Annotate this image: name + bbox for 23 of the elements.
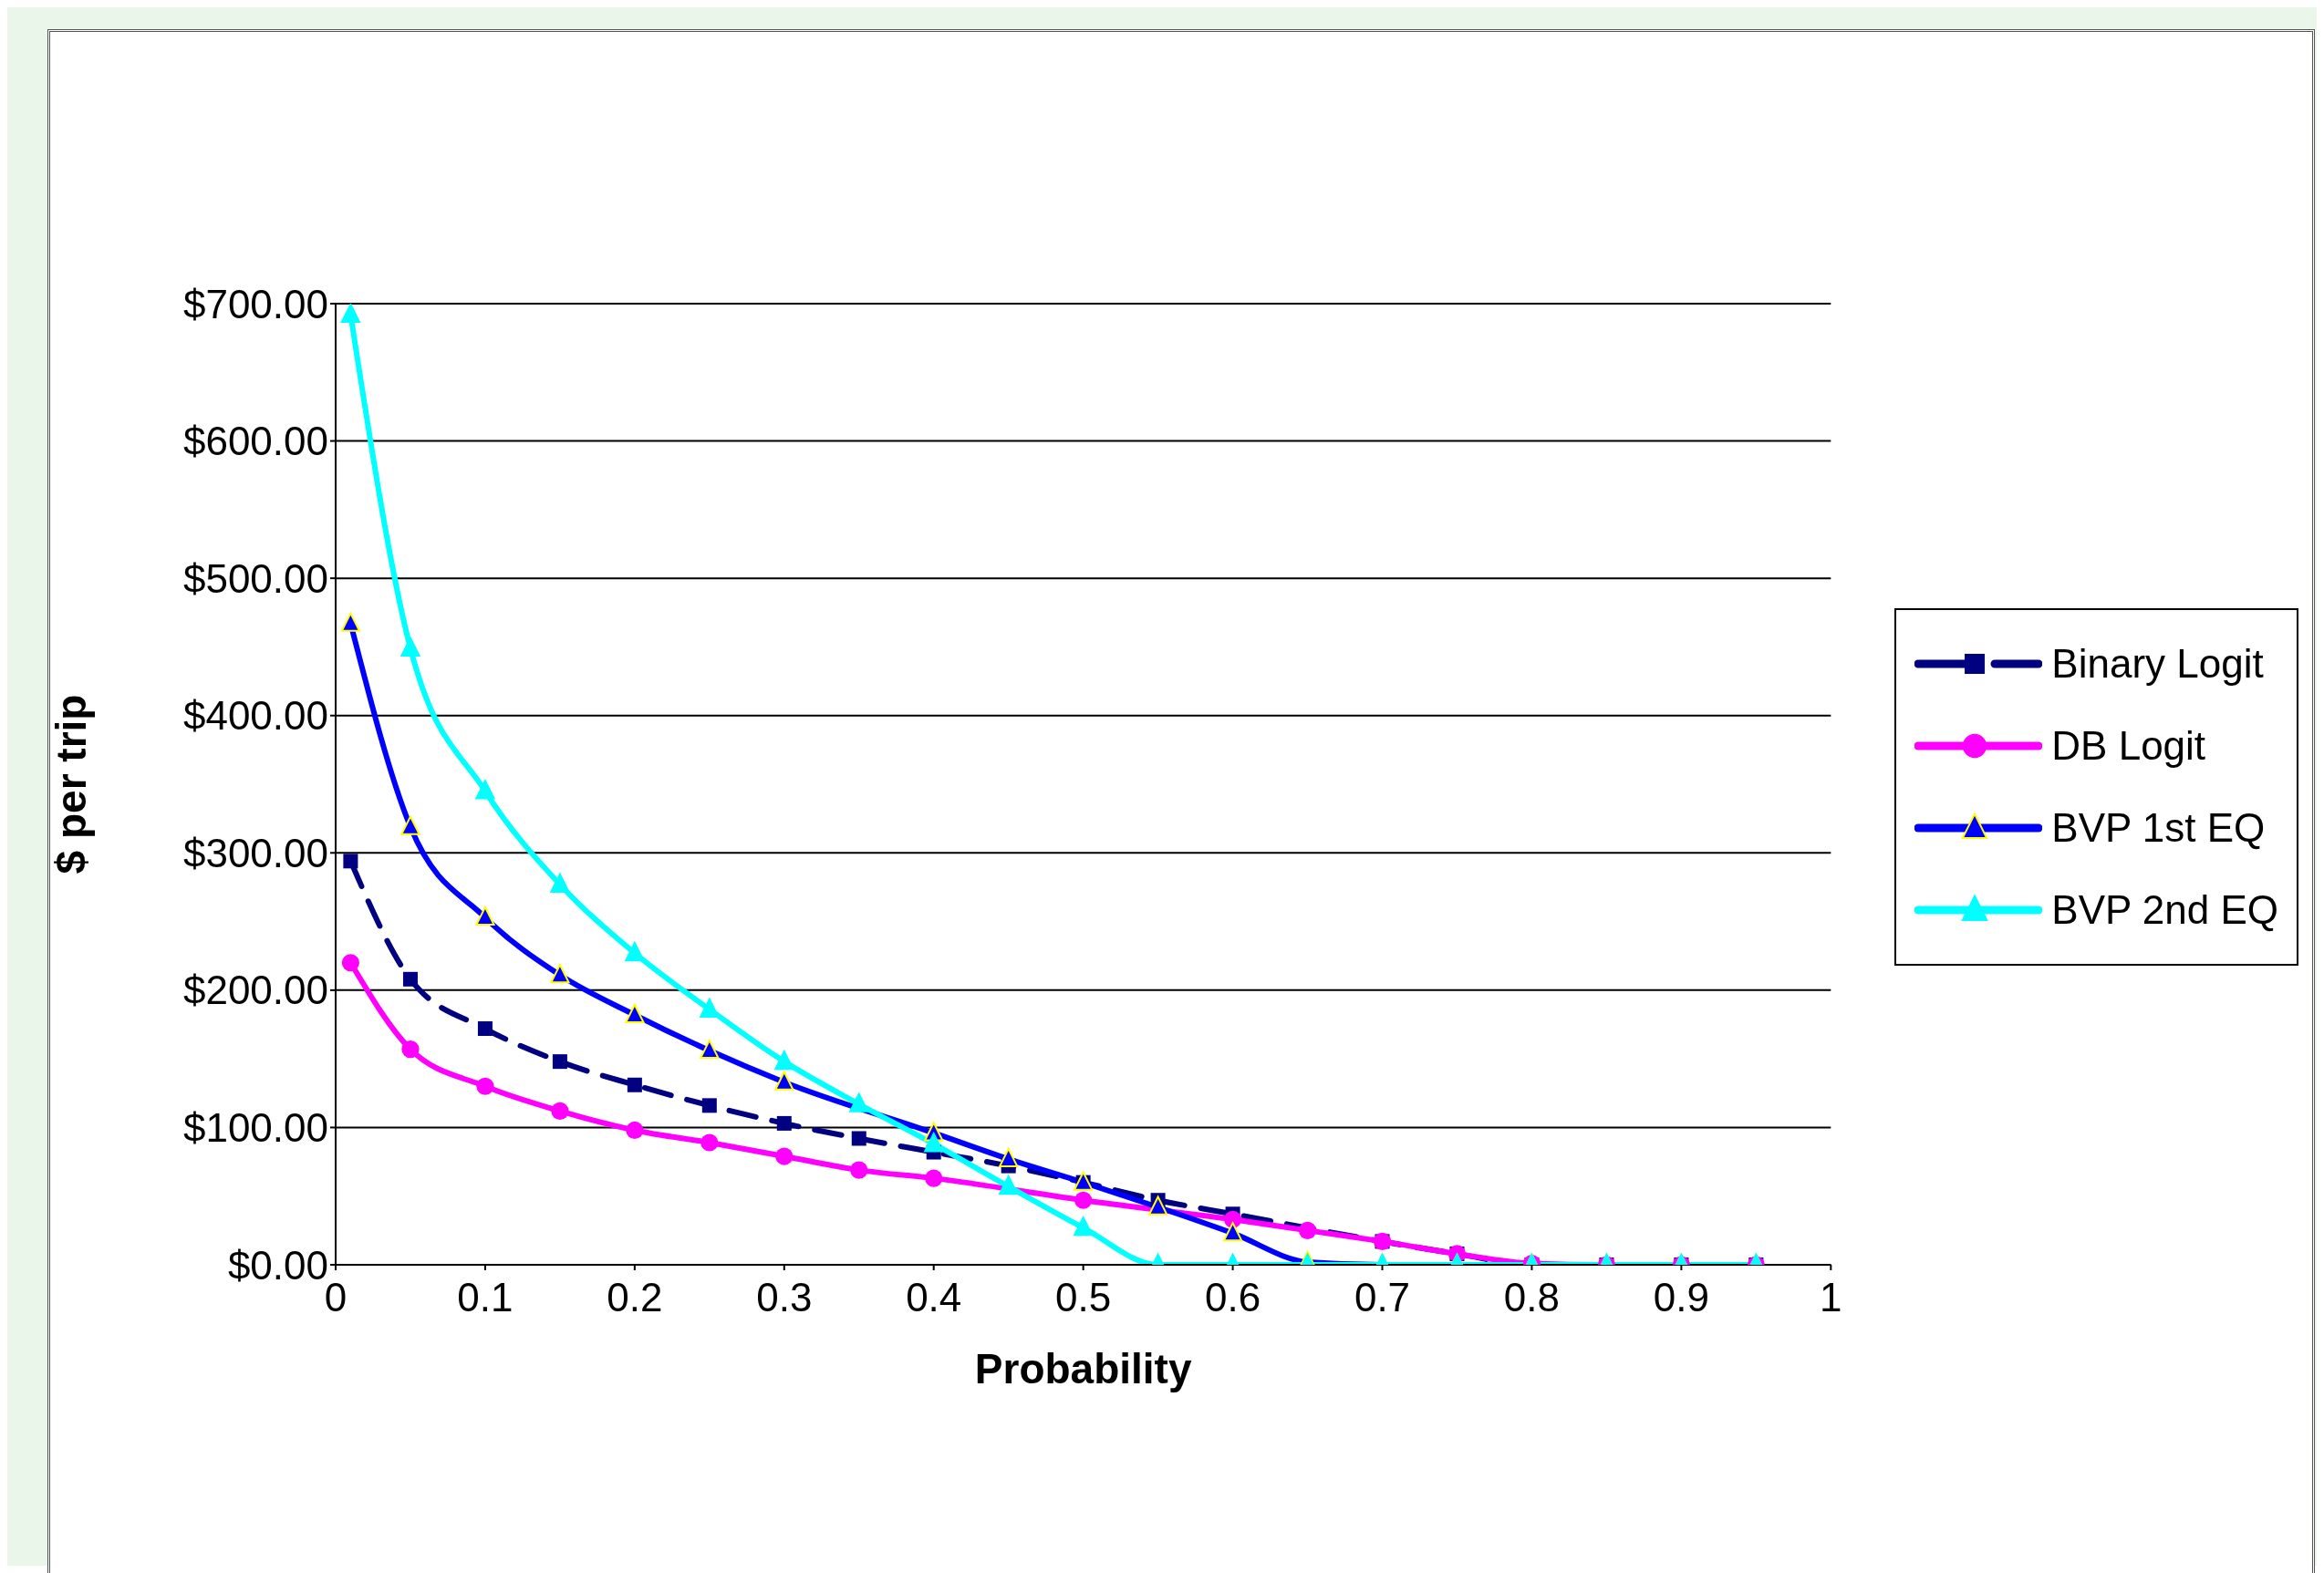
x-tick-label: 0.9 xyxy=(1653,1275,1709,1320)
x-tick-label: 0.4 xyxy=(906,1275,962,1320)
y-tick-label: $600.00 xyxy=(182,419,328,464)
y-tick-label: $500.00 xyxy=(182,555,328,601)
x-tick-label: 0.8 xyxy=(1503,1275,1561,1320)
x-tick-label: 0.7 xyxy=(1354,1275,1411,1320)
legend-label: DB Logit xyxy=(2051,722,2206,769)
x-tick-label: 0.3 xyxy=(756,1275,813,1320)
y-tick-label: $300.00 xyxy=(182,830,328,875)
x-tick-label: 0.6 xyxy=(1205,1275,1261,1320)
legend-label: BVP 1st EQ xyxy=(2051,804,2266,851)
y-tick-label: $100.00 xyxy=(182,1105,328,1151)
y-tick-label: $400.00 xyxy=(182,693,328,739)
legend-label: BVP 2nd EQ xyxy=(2051,886,2278,933)
x-tick-label: 0.1 xyxy=(457,1275,514,1320)
y-axis-title: $ per trip xyxy=(47,694,96,874)
y-tick-label: $200.00 xyxy=(182,968,328,1013)
x-axis-title: Probability xyxy=(974,1345,1192,1392)
x-tick-label: 1 xyxy=(1820,1275,1842,1320)
x-tick-label: 0.5 xyxy=(1055,1275,1112,1320)
legend-label: Binary Logit xyxy=(2051,640,2264,687)
y-tick-label: $700.00 xyxy=(182,281,328,326)
x-tick-label: 0.2 xyxy=(607,1275,663,1320)
